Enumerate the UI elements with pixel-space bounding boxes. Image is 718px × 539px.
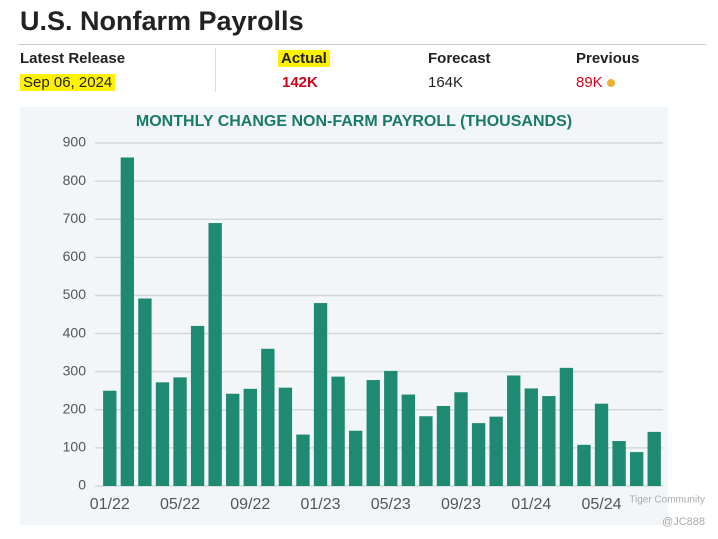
watermark: @JC888 <box>662 516 705 528</box>
divider <box>18 44 706 45</box>
bar <box>384 370 398 486</box>
bar <box>454 392 468 486</box>
column-value: Sep 06, 2024 <box>20 74 116 91</box>
x-tick-label: 01/22 <box>90 496 130 513</box>
bar <box>261 348 275 486</box>
x-tick-label: 01/24 <box>511 496 551 513</box>
y-tick-label: 100 <box>63 439 87 455</box>
bar <box>436 405 451 486</box>
bar <box>559 367 574 486</box>
column-value: 142K <box>282 74 318 91</box>
actual-column: Actual 142K <box>278 50 330 91</box>
bar <box>419 416 433 486</box>
bar <box>243 388 257 486</box>
bar <box>542 396 556 486</box>
bar <box>524 388 538 486</box>
bar <box>612 441 626 486</box>
x-tick-label: 05/23 <box>371 496 411 513</box>
y-tick-label: 500 <box>63 286 87 302</box>
bar <box>226 393 240 486</box>
bar <box>155 382 170 486</box>
y-tick-label: 700 <box>63 210 87 226</box>
bar <box>507 375 521 486</box>
x-tick-label: 09/23 <box>441 496 481 513</box>
x-tick-label: 05/24 <box>582 496 622 513</box>
status-dot <box>606 79 615 87</box>
y-tick-label: 900 <box>63 134 87 150</box>
forecast-column: Forecast 164K <box>428 50 491 91</box>
chart-title: MONTHLY CHANGE NON-FARM PAYROLL (THOUSAN… <box>136 113 572 130</box>
column-value: 89K <box>576 74 603 91</box>
bar <box>401 394 416 486</box>
bar <box>594 403 609 486</box>
x-tick-label: 05/22 <box>160 496 200 513</box>
release-column: Latest Release Sep 06, 2024 <box>20 50 125 91</box>
bar <box>120 157 135 486</box>
column-label: Actual <box>278 50 330 67</box>
column-label: Latest Release <box>20 50 126 67</box>
divider <box>215 48 216 92</box>
column-value: 164K <box>428 74 464 91</box>
bar <box>366 380 380 486</box>
page-title: U.S. Nonfarm Payrolls <box>20 6 304 36</box>
bar <box>138 298 152 486</box>
y-tick-label: 0 <box>78 477 86 493</box>
bar <box>489 416 503 486</box>
y-tick-label: 200 <box>63 400 87 416</box>
column-label: Previous <box>576 50 640 67</box>
previous-column: Previous 89K <box>576 50 639 91</box>
y-tick-label: 400 <box>63 324 87 340</box>
x-tick-label: 09/22 <box>230 496 270 513</box>
column-label: Forecast <box>428 50 491 67</box>
bar <box>629 452 644 486</box>
bar <box>190 325 205 486</box>
bar <box>471 423 486 486</box>
bar <box>313 303 328 486</box>
bar <box>348 430 363 486</box>
bar <box>577 444 591 486</box>
bar <box>103 390 117 486</box>
bar <box>296 434 310 486</box>
bar <box>331 376 345 486</box>
watermark: Tiger Community <box>629 495 705 506</box>
y-tick-label: 800 <box>63 172 87 188</box>
x-tick-label: 01/23 <box>301 496 341 513</box>
y-tick-label: 300 <box>63 362 87 378</box>
bar <box>647 431 661 486</box>
bar <box>278 387 293 486</box>
y-tick-label: 600 <box>63 248 87 264</box>
bar <box>208 223 222 487</box>
bar <box>173 377 187 486</box>
